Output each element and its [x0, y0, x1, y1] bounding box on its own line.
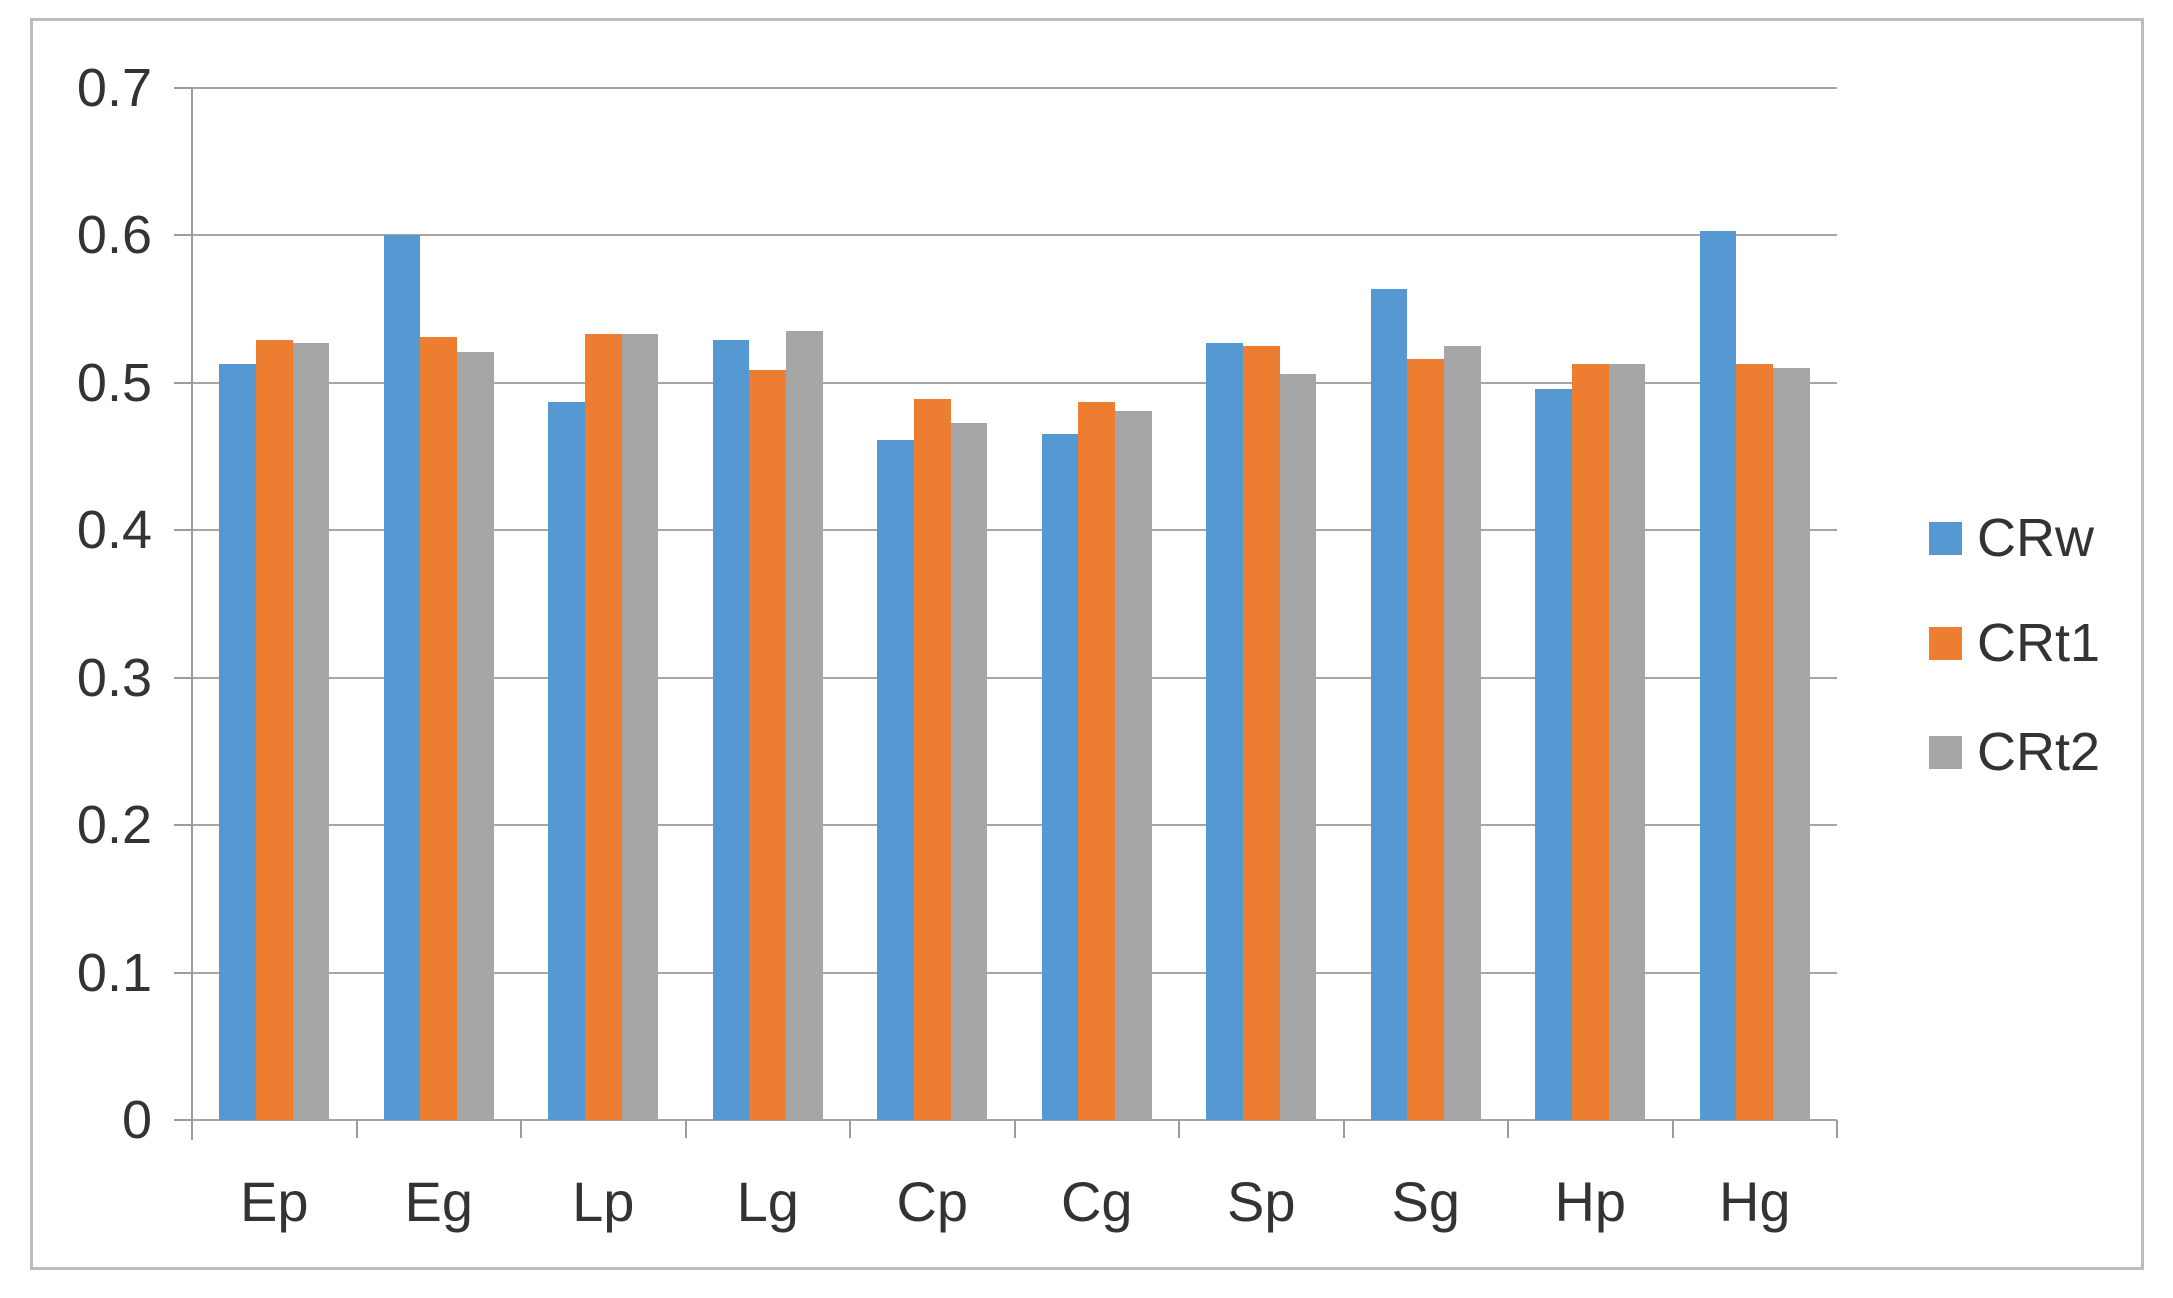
bar-crw-ep [219, 363, 256, 1120]
gridline-0.6 [192, 234, 1837, 237]
y-tick-label-0.2: 0.2 [76, 795, 152, 856]
bar-crt2-hp [1608, 363, 1646, 1120]
bar-crw-hg [1699, 231, 1737, 1120]
bar-crw-sg [1370, 288, 1408, 1120]
x-tick-label-eg: Eg [404, 1170, 474, 1233]
x-tick-5 [1013, 1120, 1016, 1138]
y-tick-0.1 [174, 971, 192, 974]
bar-crt1-ep [255, 340, 293, 1120]
x-tick-label-cp: Cp [896, 1170, 969, 1233]
y-tick-0.2 [174, 824, 192, 827]
x-tick-label-hp: Hp [1554, 1170, 1627, 1233]
x-tick-label-sp: Sp [1227, 1170, 1296, 1233]
bar-crw-lg [712, 340, 750, 1120]
bar-crt2-cp [950, 422, 988, 1120]
gridline-0.4 [192, 529, 1837, 532]
legend-item-crw: CRw [1929, 508, 2094, 568]
gridline-0.1 [192, 971, 1837, 974]
y-tick-label-0: 0 [121, 1090, 152, 1150]
legend-item-crt2: CRt2 [1929, 722, 2101, 782]
bar-crt2-cg [1115, 410, 1152, 1120]
x-tick-2 [520, 1120, 522, 1138]
y-tick-0.4 [174, 529, 192, 532]
bar-crt2-lp [621, 334, 659, 1120]
y-tick-label-0.6: 0.6 [76, 205, 152, 266]
bar-crw-cp [877, 440, 914, 1120]
x-tick-9 [1671, 1120, 1674, 1138]
x-tick-0 [191, 1120, 193, 1138]
bar-crt1-sp [1242, 346, 1280, 1120]
legend-label-crt1: CRt1 [1977, 613, 2101, 673]
bar-crt1-hg [1736, 363, 1774, 1120]
gridline-0.5 [192, 381, 1837, 384]
bar-crw-lp [548, 402, 585, 1120]
y-tick-label-0.5: 0.5 [76, 352, 152, 413]
x-tick-1 [355, 1120, 358, 1138]
x-tick-7 [1342, 1120, 1345, 1138]
y-axis-line [191, 88, 193, 1140]
y-tick-0.7 [174, 87, 192, 89]
y-tick-label-0.1: 0.1 [76, 942, 152, 1003]
bar-crt2-sg [1444, 346, 1481, 1120]
x-tick-label-ep: Ep [240, 1170, 309, 1233]
legend-item-crt1: CRt1 [1929, 613, 2101, 673]
bar-crt1-hp [1571, 363, 1609, 1120]
bar-crw-hp [1535, 388, 1572, 1120]
gridline-0.3 [192, 676, 1837, 679]
x-tick-label-hg: Hg [1718, 1170, 1791, 1233]
legend-swatch-crw [1929, 521, 1962, 555]
bar-crt1-eg [420, 337, 458, 1120]
legend-swatch-crt2 [1929, 735, 1962, 769]
x-tick-3 [684, 1120, 687, 1138]
bar-crt2-sp [1279, 374, 1317, 1120]
bar-crt2-lg [786, 331, 823, 1120]
legend-label-crw: CRw [1977, 508, 2094, 568]
x-tick-4 [849, 1120, 851, 1138]
bar-crt1-sg [1407, 359, 1445, 1120]
bar-crt1-lp [584, 334, 622, 1120]
x-tick-10 [1836, 1120, 1838, 1138]
bar-crt1-cp [913, 399, 951, 1120]
legend-swatch-crt1 [1929, 626, 1962, 660]
y-tick-0 [174, 1119, 192, 1121]
bar-crt2-ep [292, 343, 330, 1120]
x-tick-label-lp: Lp [572, 1170, 635, 1233]
y-tick-label-0.3: 0.3 [76, 647, 152, 708]
bar-crt2-eg [457, 351, 494, 1120]
y-tick-0.3 [174, 676, 192, 679]
y-tick-label-0.7: 0.7 [76, 58, 152, 118]
y-tick-0.5 [174, 381, 192, 384]
x-tick-6 [1178, 1120, 1180, 1138]
y-tick-0.6 [174, 234, 192, 237]
gridline-0.7 [192, 87, 1837, 89]
x-tick-label-cg: Cg [1060, 1170, 1133, 1233]
bar-crw-eg [383, 235, 421, 1120]
bar-crt2-hg [1773, 368, 1810, 1120]
bar-crt1-cg [1078, 402, 1116, 1120]
bar-crw-sp [1206, 343, 1243, 1120]
x-tick-label-sg: Sg [1391, 1170, 1461, 1233]
bar-crt1-lg [749, 369, 787, 1120]
bar-crw-cg [1041, 434, 1079, 1120]
legend-label-crt2: CRt2 [1977, 722, 2101, 782]
x-tick-label-lg: Lg [736, 1170, 799, 1233]
x-tick-8 [1507, 1120, 1509, 1138]
y-tick-label-0.4: 0.4 [76, 500, 152, 561]
gridline-0.2 [192, 824, 1837, 827]
